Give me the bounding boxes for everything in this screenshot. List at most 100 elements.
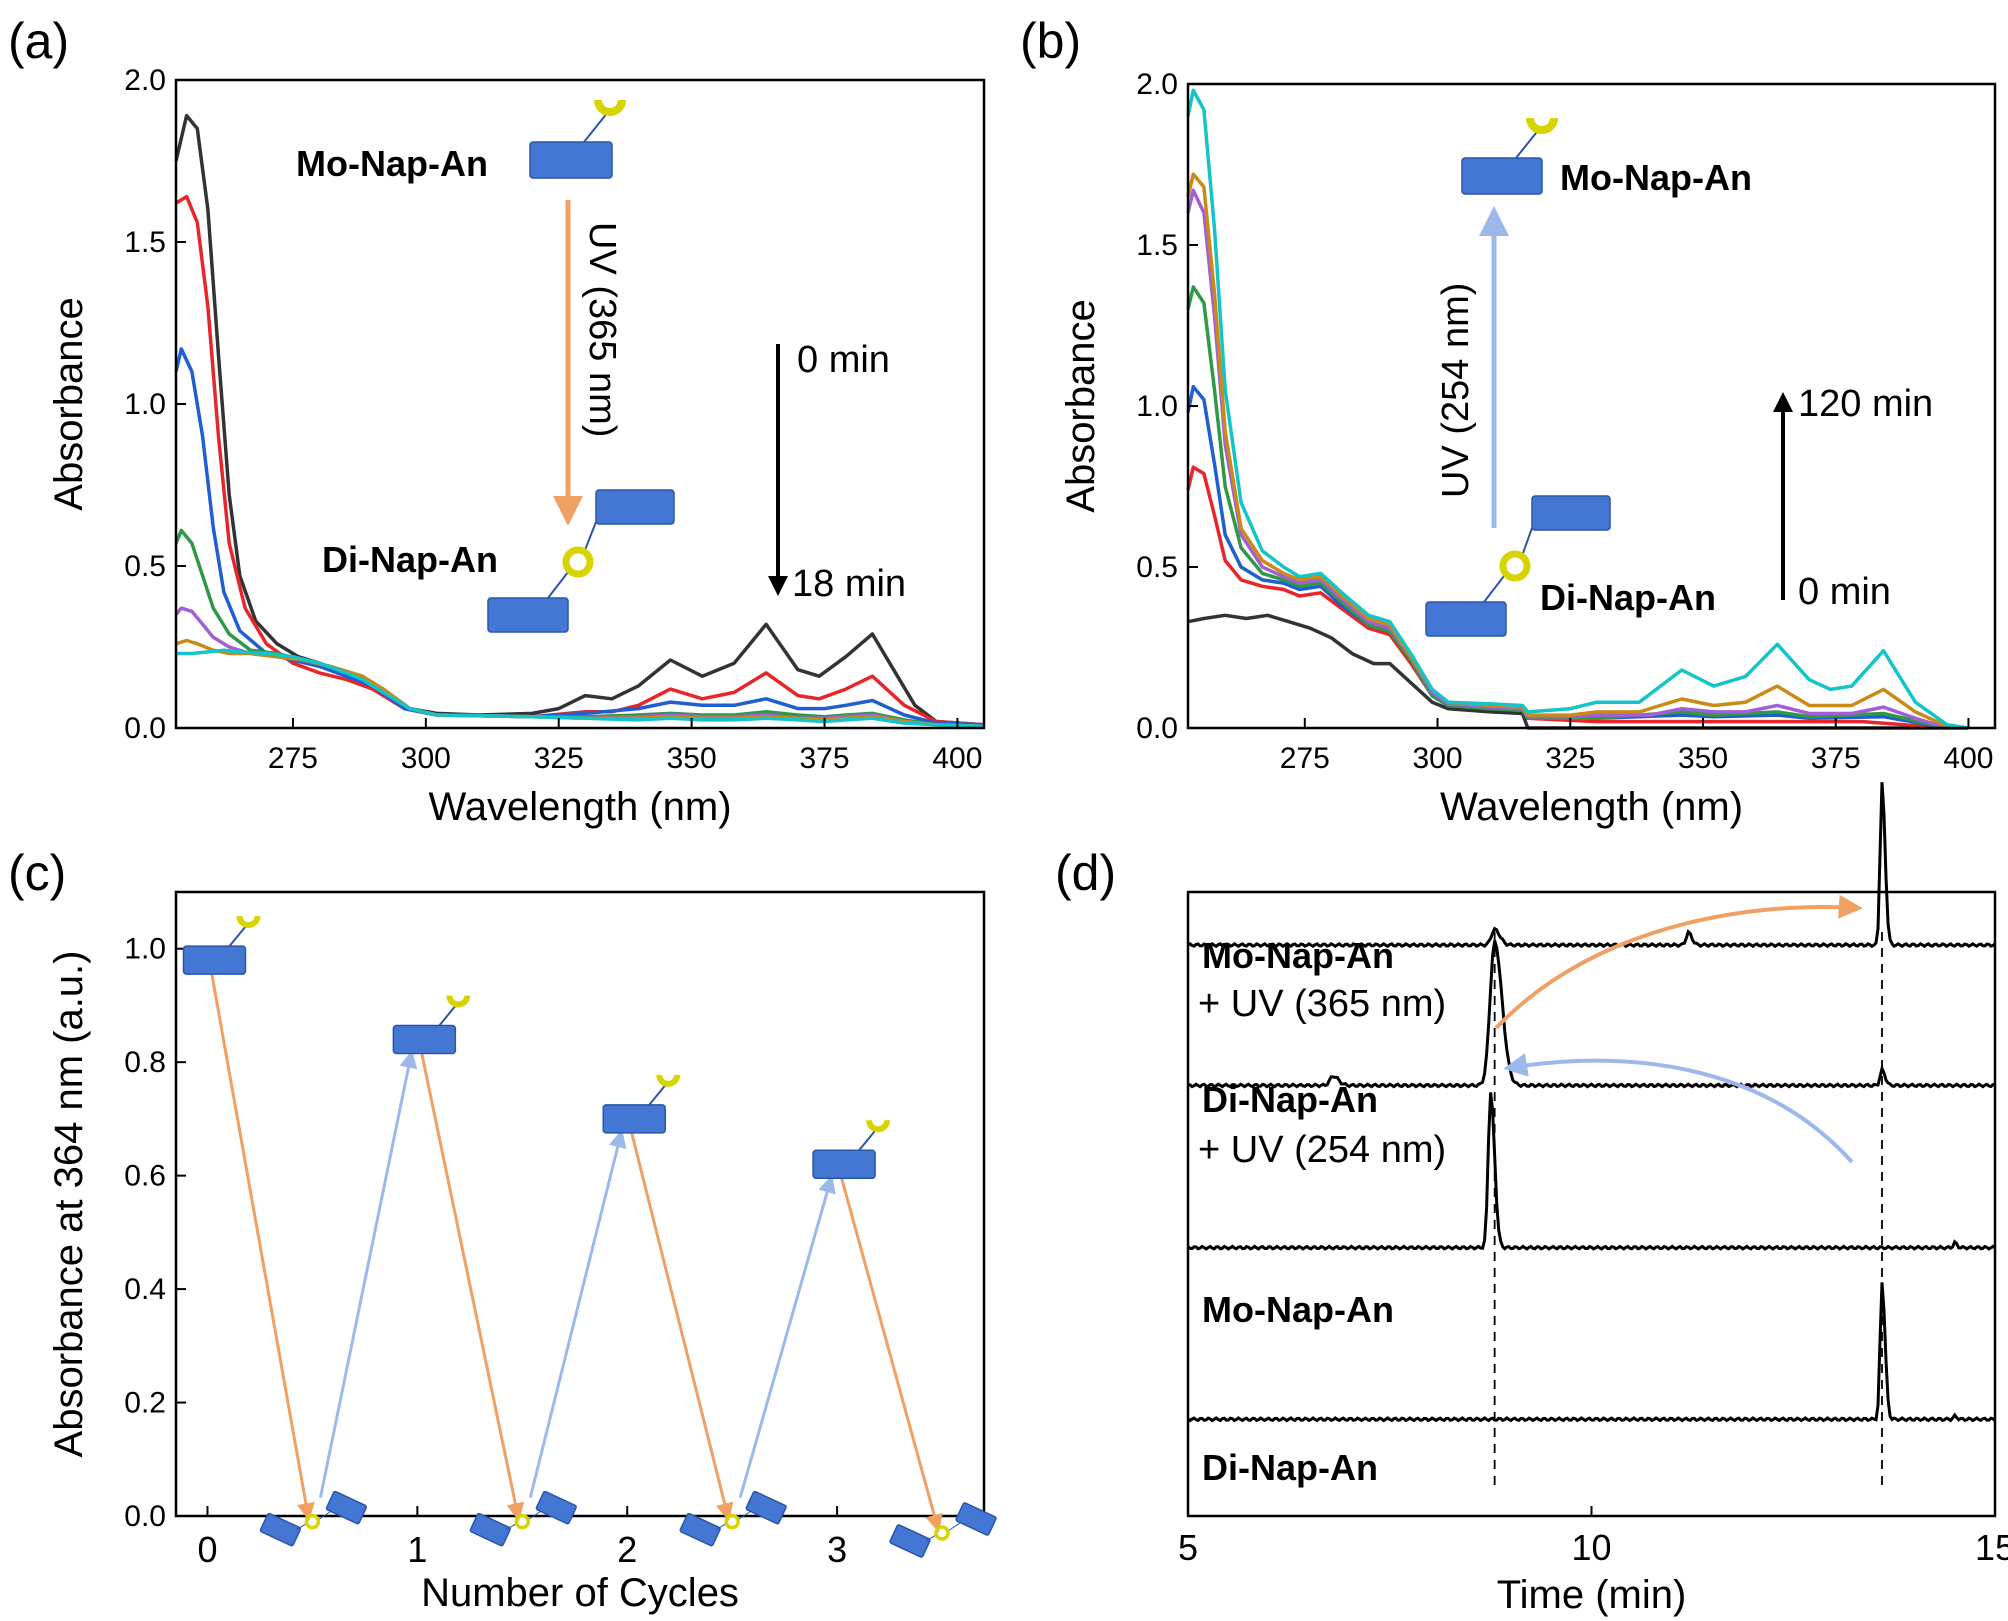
linker-icon xyxy=(947,1522,961,1532)
panel-a-chart: 275 300 325 350 375 400 0.0 0.5 1.0 1.5 2.0 Wavelen… xyxy=(47,64,986,829)
x-tick-label: 275 xyxy=(268,742,318,775)
linker-icon xyxy=(1483,575,1505,603)
naphthalene-block-icon xyxy=(679,1512,721,1547)
anthracene-dimer-icon xyxy=(1499,550,1531,582)
spectrum-line-cyan xyxy=(176,648,985,729)
y-tick-label: 1.0 xyxy=(1136,390,1178,423)
monomer-marker xyxy=(812,1119,891,1180)
naphthalene-block-icon xyxy=(392,1024,457,1055)
x-axis-title: Wavelength (nm) xyxy=(428,785,731,829)
x-tick-label: 0 xyxy=(197,1529,217,1570)
linker-icon xyxy=(648,1082,668,1106)
panel-a-label: (a) xyxy=(8,13,69,69)
panel-d-chart: 5 10 15 Time (min) xyxy=(1178,782,2008,1617)
naphthalene-block-icon xyxy=(259,1512,302,1547)
x-tick-label: 325 xyxy=(1545,742,1595,775)
y-tick-label: 2.0 xyxy=(1136,68,1178,101)
linker-icon xyxy=(528,1511,541,1521)
monomer-marker xyxy=(602,1074,681,1134)
x-tick-label: 300 xyxy=(401,742,451,775)
anthracene-dimer-icon xyxy=(562,546,594,578)
x-tick-label: 300 xyxy=(1413,742,1463,775)
panel-d-annotations: Mo-Nap-An + UV (365 nm) Di-Nap-An + UV (… xyxy=(1198,894,1863,1488)
y-tick-label: 1.5 xyxy=(1136,229,1178,262)
y-axis-title: Absorbance xyxy=(47,297,91,510)
linker-icon xyxy=(925,1534,937,1542)
panel-b-di-molecule xyxy=(1425,495,1611,637)
y-tick-label: 0.4 xyxy=(124,1273,166,1306)
linker-icon xyxy=(1521,527,1533,557)
dimerization-arrow xyxy=(419,1051,525,1522)
cleavage-arrow xyxy=(738,1174,836,1499)
x-tick-label: 2 xyxy=(617,1529,637,1570)
x-tick-label: 350 xyxy=(1678,742,1728,775)
naphthalene-block-icon xyxy=(469,1512,511,1547)
linker-icon xyxy=(438,1002,459,1027)
x-tick-label: 3 xyxy=(827,1529,847,1570)
x-axis-title: Wavelength (nm) xyxy=(1440,785,1743,829)
y-tick-label: 0.0 xyxy=(124,712,166,745)
naphthalene-block-icon xyxy=(325,1490,368,1525)
dimer-marker xyxy=(469,1490,577,1547)
anthracene-open-icon xyxy=(1526,117,1558,134)
naphthalene-block-icon xyxy=(595,489,675,525)
spectrum-line-cyan xyxy=(1186,88,1969,730)
panel-a-mo-molecule xyxy=(529,99,626,179)
linker-icon xyxy=(583,111,609,143)
dimerization-arrow xyxy=(210,971,315,1522)
x-tick-label: 375 xyxy=(799,742,849,775)
anthracene-open-icon xyxy=(236,915,261,929)
spectrum-line-black xyxy=(1187,613,1969,730)
cleavage-arrow xyxy=(528,1129,627,1498)
panel-a-di-molecule xyxy=(487,489,675,633)
naphthalene-block-icon xyxy=(182,945,247,975)
naphthalene-block-icon xyxy=(889,1524,931,1558)
panel-b-mo-label: Mo-Nap-An xyxy=(1560,157,1752,198)
naphthalene-block-icon xyxy=(602,1104,666,1134)
naphthalene-block-icon xyxy=(745,1490,787,1525)
x-axis-title: Time (min) xyxy=(1497,1573,1687,1617)
trace2-name: Di-Nap-An xyxy=(1202,1079,1378,1120)
y-tick-label: 0.0 xyxy=(124,1500,166,1533)
x-tick-label: 275 xyxy=(1280,742,1330,775)
x-tick-label: 325 xyxy=(534,742,584,775)
panel-c-chart: 0 1 2 3 0.0 0.2 0.4 0.6 0.8 1.0 Number of Cycles Ab… xyxy=(47,890,997,1615)
monomer-marker xyxy=(392,995,471,1055)
spectrum-line-blue xyxy=(174,347,985,727)
y-tick-label: 0.8 xyxy=(124,1046,166,1079)
linker-icon xyxy=(715,1523,727,1531)
panel-a-mo-label: Mo-Nap-An xyxy=(296,143,488,184)
panel-b-label: (b) xyxy=(1020,13,1081,69)
dimer-marker xyxy=(679,1490,787,1547)
anthracene-dimer-icon xyxy=(934,1525,950,1541)
x-axis-title: Number of Cycles xyxy=(421,1571,739,1615)
y-tick-label: 0.6 xyxy=(124,1160,166,1193)
linker-icon xyxy=(858,1127,878,1151)
linker-icon xyxy=(1515,127,1541,159)
y-tick-label: 0.2 xyxy=(124,1387,166,1420)
trace1-name: Mo-Nap-An xyxy=(1202,935,1394,976)
anthracene-dimer-icon xyxy=(304,1513,321,1530)
linker-icon xyxy=(228,923,249,947)
dimerization-arrow xyxy=(839,1175,943,1533)
naphthalene-block-icon xyxy=(812,1149,876,1180)
trace3-name: Mo-Nap-An xyxy=(1202,1289,1394,1330)
uv-254-conversion-arrow xyxy=(1503,1053,1854,1164)
linker-icon xyxy=(584,521,597,551)
y-tick-label: 0.5 xyxy=(1136,551,1178,584)
naphthalene-block-icon xyxy=(487,597,569,633)
panel-b-chart: 275 300 325 350 375 400 0.0 0.5 1.0 1.5 2.0 Wavelen… xyxy=(1059,68,1997,829)
y-tick-label: 1.0 xyxy=(124,388,166,421)
x-tick-label: 400 xyxy=(932,742,982,775)
spectrum-line-purple xyxy=(174,606,985,729)
panel-b-uv-label: UV (254 nm) xyxy=(1435,283,1477,498)
x-tick-label: 350 xyxy=(667,742,717,775)
anthracene-open-icon xyxy=(446,995,471,1008)
linker-icon xyxy=(296,1523,307,1531)
x-tick-label: 1 xyxy=(407,1529,427,1570)
spectrum-line-blue xyxy=(1186,384,1969,730)
panel-b-mo-molecule xyxy=(1461,117,1558,195)
naphthalene-block-icon xyxy=(1531,495,1611,531)
panel-a-t1-label: 18 min xyxy=(792,563,906,605)
anthracene-dimer-icon xyxy=(724,1513,740,1530)
